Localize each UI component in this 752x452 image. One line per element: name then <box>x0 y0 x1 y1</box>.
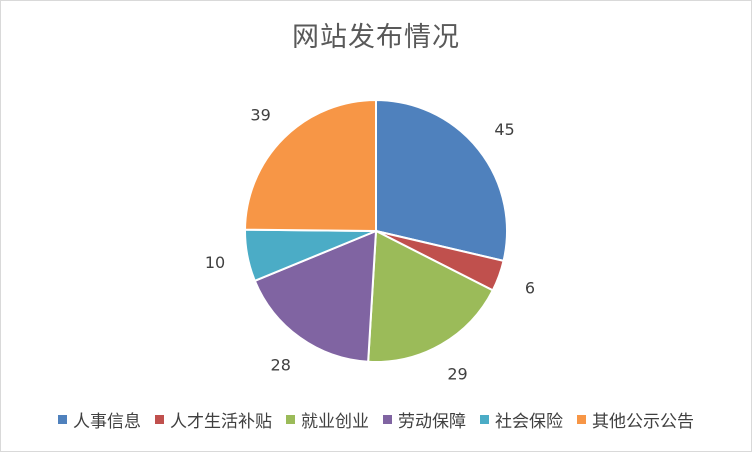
legend-label: 人事信息 <box>73 412 141 432</box>
legend-item-4: 劳动保障 <box>383 407 466 432</box>
data-label-5: 10 <box>205 253 225 272</box>
pie-chart: 45 6 29 28 10 39 <box>205 98 535 383</box>
pie-slice-6 <box>243 98 377 233</box>
legend-label: 社会保险 <box>495 412 563 432</box>
pie-slice-1 <box>375 98 508 263</box>
legend-swatch <box>577 415 586 424</box>
pie-slice-3 <box>367 229 495 363</box>
legend-swatch <box>286 415 295 424</box>
pie-slice-4 <box>253 229 378 363</box>
legend-label: 劳动保障 <box>398 412 466 432</box>
data-label-4: 28 <box>271 355 291 374</box>
legend-item-6: 其他公示公告 <box>577 407 694 432</box>
chart-legend: 人事信息 人才生活补贴 就业创业 劳动保障 社会保险 其他公示公告 <box>1 407 751 432</box>
data-label-6: 39 <box>250 106 270 125</box>
legend-label: 人才生活补贴 <box>170 412 272 432</box>
data-label-2: 6 <box>525 278 535 297</box>
data-label-1: 45 <box>494 120 514 139</box>
legend-label: 其他公示公告 <box>592 412 694 432</box>
legend-item-5: 社会保险 <box>480 407 563 432</box>
chart-title: 网站发布情况 <box>292 22 460 53</box>
legend-swatch <box>383 415 392 424</box>
legend-item-2: 人才生活补贴 <box>155 407 272 432</box>
legend-swatch <box>58 415 67 424</box>
legend-item-1: 人事信息 <box>58 407 141 432</box>
legend-swatch <box>155 415 164 424</box>
legend-item-3: 就业创业 <box>286 407 369 432</box>
legend-label: 就业创业 <box>301 412 369 432</box>
data-label-3: 29 <box>447 364 467 383</box>
legend-swatch <box>480 415 489 424</box>
